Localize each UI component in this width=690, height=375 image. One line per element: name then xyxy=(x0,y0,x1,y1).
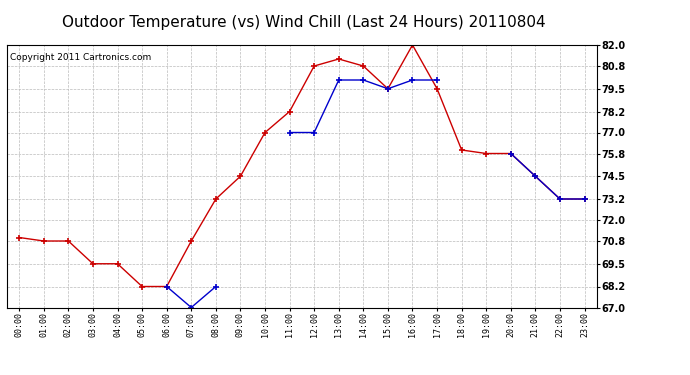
Text: Outdoor Temperature (vs) Wind Chill (Last 24 Hours) 20110804: Outdoor Temperature (vs) Wind Chill (Las… xyxy=(62,15,545,30)
Text: Copyright 2011 Cartronics.com: Copyright 2011 Cartronics.com xyxy=(10,53,151,62)
